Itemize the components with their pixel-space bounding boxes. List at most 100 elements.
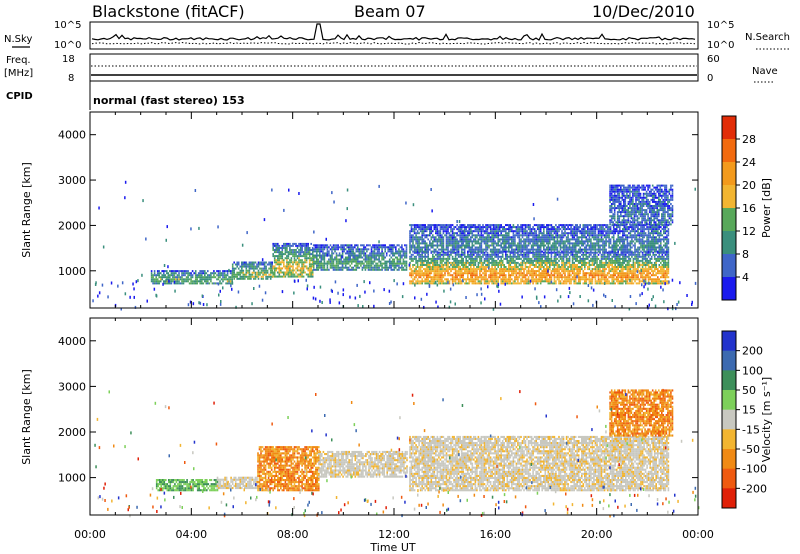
range-gate-cell: [322, 252, 324, 255]
range-gate-cell: [287, 255, 290, 258]
range-gate-cell: [641, 264, 644, 266]
range-gate-cell: [480, 244, 483, 247]
range-gate-cell: [491, 255, 493, 258]
range-gate-cell: [301, 275, 303, 278]
range-gate-cell: [459, 224, 461, 227]
range-gate-cell: [375, 264, 377, 267]
range-gate-cell: [462, 264, 464, 266]
range-gate-cell: [179, 282, 182, 285]
range-gate-cell: [185, 270, 188, 273]
range-gate-cell: [241, 265, 243, 268]
range-gate-cell: [650, 268, 653, 271]
range-gate-cell: [620, 264, 623, 266]
range-gate-cell: [404, 260, 406, 263]
range-gate-cell: [419, 224, 422, 227]
range-gate-cell: [358, 248, 361, 251]
range-gate-cell: [445, 244, 448, 247]
range-gate-cell: [289, 271, 291, 274]
range-gate-cell: [501, 253, 504, 256]
range-gate-cell: [379, 260, 382, 263]
range-gate-cell: [547, 266, 550, 268]
range-gate-cell: [302, 271, 305, 274]
range-gate-cell: [527, 259, 530, 262]
range-gate-cell: [527, 250, 530, 253]
range-gate-cell: [564, 224, 566, 227]
range-gate-cell: [576, 264, 578, 266]
range-gate-cell: [334, 258, 336, 261]
range-gate-cell: [555, 276, 557, 279]
range-gate-cell: [462, 261, 464, 264]
noise-right-tick-top: 10^5: [707, 20, 734, 31]
range-gate-cell: [444, 257, 446, 260]
range-gate-cell: [286, 257, 288, 260]
range-gate-cell: [369, 262, 371, 265]
range-gate-cell: [409, 246, 411, 249]
range-gate-cell: [652, 251, 654, 254]
range-gate-cell: [302, 253, 305, 256]
range-gate-cell: [447, 228, 449, 231]
range-gate-cell: [543, 230, 545, 233]
range-gate-cell: [425, 244, 428, 247]
range-gate-cell: [535, 232, 537, 235]
range-gate-cell: [527, 242, 530, 245]
range-gate-cell: [233, 273, 235, 276]
range-gate-cell: [287, 265, 290, 268]
range-gate-cell: [570, 226, 572, 229]
range-gate-cell: [439, 280, 442, 283]
range-gate-cell: [248, 271, 251, 274]
range-gate-cell: [451, 278, 454, 281]
range-gate-cell: [620, 276, 623, 279]
range-gate-cell: [416, 244, 419, 247]
range-gate-cell: [305, 261, 308, 264]
range-gate-cell: [427, 248, 429, 251]
range-gate-cell: [584, 230, 586, 233]
range-gate-cell: [564, 264, 566, 266]
range-gate-cell: [331, 252, 333, 255]
range-gate-cell: [363, 258, 365, 261]
range-gate-cell: [448, 272, 451, 275]
range-gate-cell: [442, 240, 445, 243]
range-gate-cell: [533, 259, 536, 262]
range-gate-cell: [571, 272, 574, 275]
range-gate-cell: [381, 268, 383, 271]
range-gate-cell: [448, 226, 451, 229]
range-gate-cell: [460, 282, 463, 285]
range-gate-cell: [334, 246, 336, 249]
range-gate-cell: [629, 266, 632, 268]
range-gate-cell: [565, 228, 568, 231]
range-gate-cell: [424, 253, 426, 256]
range-gate-cell: [530, 230, 533, 233]
range-gate-cell: [298, 275, 300, 278]
range-gate-cell: [470, 236, 472, 239]
range-gate-cell: [287, 269, 290, 272]
range-gate-cell: [571, 238, 574, 241]
range-gate-cell: [588, 266, 591, 268]
range-gate-cell: [222, 272, 224, 275]
range-gate-cell: [340, 268, 342, 271]
range-gate-cell: [322, 266, 324, 269]
range-gate-cell: [462, 230, 464, 233]
range-gate-cell: [631, 278, 633, 281]
range-gate-cell: [354, 254, 356, 257]
range-gate-cell: [509, 251, 512, 254]
range-gate-cell: [468, 234, 471, 237]
range-gate-cell: [494, 272, 496, 275]
range-gate-cell: [646, 276, 648, 279]
range-gate-cell: [421, 274, 423, 277]
range-gate-cell: [272, 275, 274, 278]
range-gate-cell: [582, 276, 585, 279]
range-gate-cell: [590, 259, 592, 262]
range-gate-cell: [302, 263, 305, 266]
range-gate-cell: [547, 268, 550, 271]
range-gate-cell: [299, 251, 302, 254]
range-gate-cell: [468, 264, 471, 266]
range-gate-cell: [521, 236, 524, 239]
range-gate-cell: [521, 253, 524, 256]
range-gate-cell: [369, 266, 371, 269]
range-gate-cell: [492, 248, 495, 251]
range-gate-cell: [555, 272, 557, 275]
range-gate-cell: [555, 268, 557, 271]
range-gate-cell: [546, 232, 548, 235]
range-gate-cell: [236, 263, 238, 266]
range-gate-cell: [663, 268, 665, 271]
